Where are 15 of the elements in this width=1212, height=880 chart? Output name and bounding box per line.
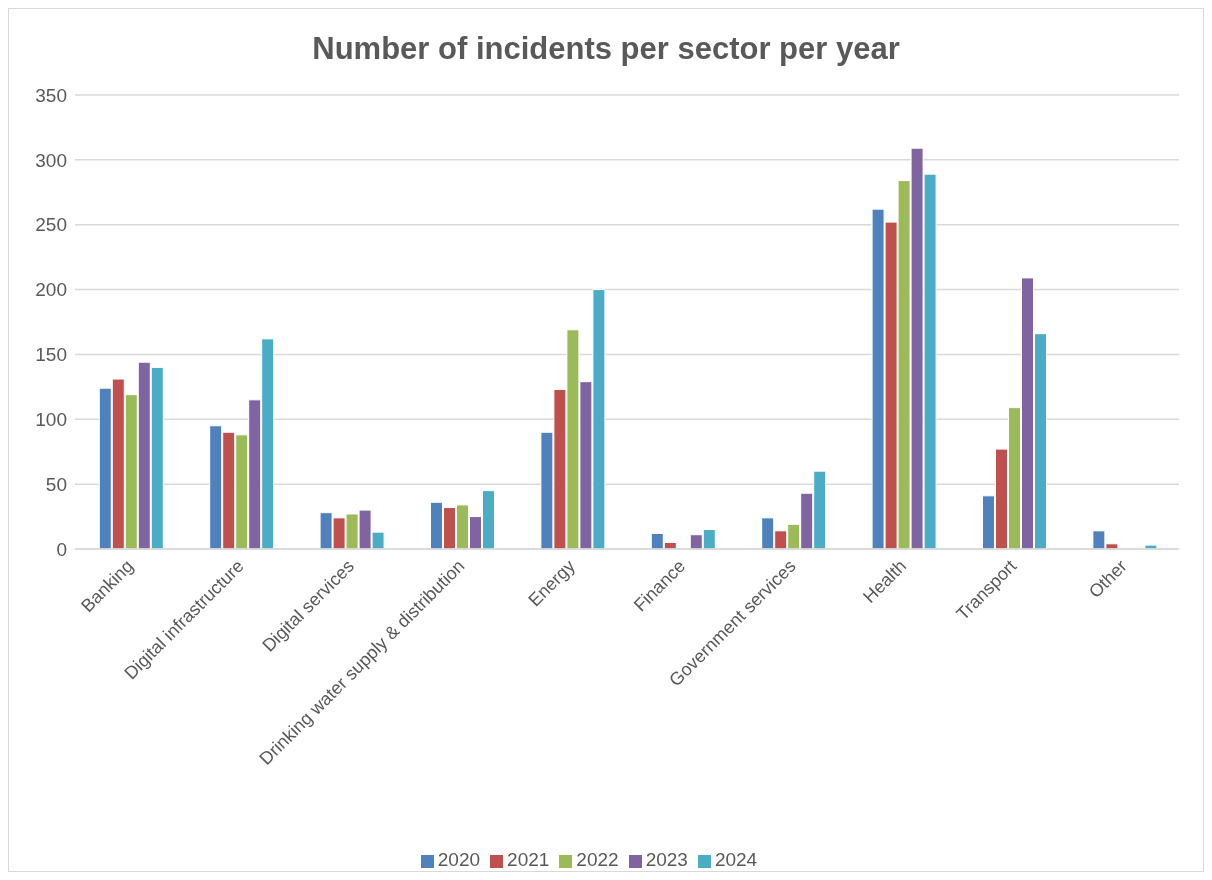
legend-label: 2020 — [437, 849, 481, 870]
y-tick-label: 300 — [35, 149, 67, 171]
legend-label: 2022 — [576, 849, 619, 870]
y-tick-label: 150 — [35, 344, 67, 366]
bar — [1144, 544, 1158, 549]
chart-title: Number of incidents per sector per year — [311, 31, 901, 68]
y-tick-label: 50 — [45, 473, 67, 495]
legend-label: 2023 — [645, 849, 688, 870]
y-tick-label: 250 — [35, 214, 67, 236]
legend-label: 2021 — [507, 849, 550, 870]
y-tick-label: 100 — [35, 409, 67, 431]
y-tick-label: 350 — [35, 84, 67, 106]
y-tick-label: 0 — [56, 538, 67, 560]
y-tick-label: 200 — [35, 279, 67, 301]
legend-label: 2024 — [714, 849, 758, 870]
